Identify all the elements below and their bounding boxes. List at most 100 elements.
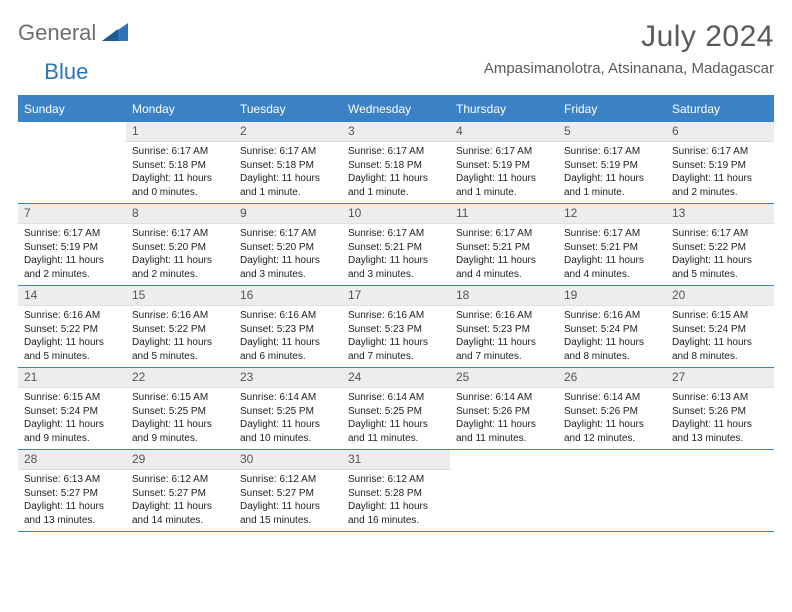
day-details: Sunrise: 6:17 AMSunset: 5:18 PMDaylight:… (234, 142, 342, 203)
daylight-line: Daylight: 11 hours and 9 minutes. (24, 418, 120, 445)
week-row: 28Sunrise: 6:13 AMSunset: 5:27 PMDayligh… (18, 450, 774, 532)
sunrise-line: Sunrise: 6:16 AM (456, 309, 552, 323)
week-row: 14Sunrise: 6:16 AMSunset: 5:22 PMDayligh… (18, 286, 774, 368)
day-details: Sunrise: 6:17 AMSunset: 5:19 PMDaylight:… (18, 224, 126, 285)
daylight-line: Daylight: 11 hours and 8 minutes. (672, 336, 768, 363)
day-cell: 21Sunrise: 6:15 AMSunset: 5:24 PMDayligh… (18, 368, 126, 449)
day-number: 15 (126, 286, 234, 306)
sunset-line: Sunset: 5:18 PM (240, 159, 336, 173)
day-details: Sunrise: 6:17 AMSunset: 5:19 PMDaylight:… (450, 142, 558, 203)
day-number: 3 (342, 122, 450, 142)
day-details: Sunrise: 6:17 AMSunset: 5:22 PMDaylight:… (666, 224, 774, 285)
day-details: Sunrise: 6:17 AMSunset: 5:20 PMDaylight:… (126, 224, 234, 285)
day-details: Sunrise: 6:12 AMSunset: 5:28 PMDaylight:… (342, 470, 450, 531)
sunrise-line: Sunrise: 6:17 AM (564, 145, 660, 159)
sunset-line: Sunset: 5:23 PM (240, 323, 336, 337)
sunrise-line: Sunrise: 6:17 AM (456, 145, 552, 159)
daylight-line: Daylight: 11 hours and 2 minutes. (672, 172, 768, 199)
daylight-line: Daylight: 11 hours and 4 minutes. (564, 254, 660, 281)
sunrise-line: Sunrise: 6:16 AM (132, 309, 228, 323)
daylight-line: Daylight: 11 hours and 12 minutes. (564, 418, 660, 445)
sunrise-line: Sunrise: 6:13 AM (672, 391, 768, 405)
day-number: 6 (666, 122, 774, 142)
daylight-line: Daylight: 11 hours and 2 minutes. (132, 254, 228, 281)
sunset-line: Sunset: 5:19 PM (456, 159, 552, 173)
day-details: Sunrise: 6:17 AMSunset: 5:21 PMDaylight:… (558, 224, 666, 285)
day-number: 9 (234, 204, 342, 224)
daylight-line: Daylight: 11 hours and 7 minutes. (456, 336, 552, 363)
day-details: Sunrise: 6:17 AMSunset: 5:18 PMDaylight:… (126, 142, 234, 203)
day-details: Sunrise: 6:16 AMSunset: 5:23 PMDaylight:… (342, 306, 450, 367)
day-cell: 31Sunrise: 6:12 AMSunset: 5:28 PMDayligh… (342, 450, 450, 531)
day-cell (18, 122, 126, 203)
sunrise-line: Sunrise: 6:15 AM (672, 309, 768, 323)
daylight-line: Daylight: 11 hours and 11 minutes. (348, 418, 444, 445)
daylight-line: Daylight: 11 hours and 0 minutes. (132, 172, 228, 199)
day-number: 14 (18, 286, 126, 306)
day-number: 2 (234, 122, 342, 142)
sunrise-line: Sunrise: 6:14 AM (564, 391, 660, 405)
day-number: 16 (234, 286, 342, 306)
day-cell: 8Sunrise: 6:17 AMSunset: 5:20 PMDaylight… (126, 204, 234, 285)
daylight-line: Daylight: 11 hours and 8 minutes. (564, 336, 660, 363)
day-details: Sunrise: 6:17 AMSunset: 5:20 PMDaylight:… (234, 224, 342, 285)
sunrise-line: Sunrise: 6:12 AM (132, 473, 228, 487)
logo-text-general: General (18, 20, 96, 46)
sunrise-line: Sunrise: 6:16 AM (240, 309, 336, 323)
day-details: Sunrise: 6:14 AMSunset: 5:25 PMDaylight:… (234, 388, 342, 449)
sunset-line: Sunset: 5:21 PM (564, 241, 660, 255)
daylight-line: Daylight: 11 hours and 5 minutes. (24, 336, 120, 363)
daylight-line: Daylight: 11 hours and 5 minutes. (672, 254, 768, 281)
day-number: 31 (342, 450, 450, 470)
sunrise-line: Sunrise: 6:16 AM (348, 309, 444, 323)
sunrise-line: Sunrise: 6:14 AM (240, 391, 336, 405)
daylight-line: Daylight: 11 hours and 16 minutes. (348, 500, 444, 527)
sunset-line: Sunset: 5:19 PM (24, 241, 120, 255)
sunrise-line: Sunrise: 6:12 AM (348, 473, 444, 487)
day-number: 24 (342, 368, 450, 388)
day-details: Sunrise: 6:13 AMSunset: 5:26 PMDaylight:… (666, 388, 774, 449)
daylight-line: Daylight: 11 hours and 13 minutes. (24, 500, 120, 527)
day-cell: 27Sunrise: 6:13 AMSunset: 5:26 PMDayligh… (666, 368, 774, 449)
day-cell: 3Sunrise: 6:17 AMSunset: 5:18 PMDaylight… (342, 122, 450, 203)
day-cell: 22Sunrise: 6:15 AMSunset: 5:25 PMDayligh… (126, 368, 234, 449)
day-details: Sunrise: 6:15 AMSunset: 5:24 PMDaylight:… (18, 388, 126, 449)
day-cell: 12Sunrise: 6:17 AMSunset: 5:21 PMDayligh… (558, 204, 666, 285)
sunset-line: Sunset: 5:19 PM (672, 159, 768, 173)
daylight-line: Daylight: 11 hours and 3 minutes. (240, 254, 336, 281)
sunset-line: Sunset: 5:23 PM (456, 323, 552, 337)
sunrise-line: Sunrise: 6:17 AM (240, 227, 336, 241)
day-details: Sunrise: 6:17 AMSunset: 5:19 PMDaylight:… (666, 142, 774, 203)
sunset-line: Sunset: 5:18 PM (132, 159, 228, 173)
sunset-line: Sunset: 5:21 PM (348, 241, 444, 255)
sunset-line: Sunset: 5:20 PM (132, 241, 228, 255)
sunset-line: Sunset: 5:23 PM (348, 323, 444, 337)
daylight-line: Daylight: 11 hours and 1 minute. (240, 172, 336, 199)
daylight-line: Daylight: 11 hours and 15 minutes. (240, 500, 336, 527)
daylight-line: Daylight: 11 hours and 6 minutes. (240, 336, 336, 363)
day-cell: 6Sunrise: 6:17 AMSunset: 5:19 PMDaylight… (666, 122, 774, 203)
day-cell: 23Sunrise: 6:14 AMSunset: 5:25 PMDayligh… (234, 368, 342, 449)
sunset-line: Sunset: 5:24 PM (24, 405, 120, 419)
sunset-line: Sunset: 5:26 PM (672, 405, 768, 419)
day-number: 27 (666, 368, 774, 388)
daylight-line: Daylight: 11 hours and 1 minute. (456, 172, 552, 199)
daylight-line: Daylight: 11 hours and 3 minutes. (348, 254, 444, 281)
sunset-line: Sunset: 5:18 PM (348, 159, 444, 173)
day-cell: 26Sunrise: 6:14 AMSunset: 5:26 PMDayligh… (558, 368, 666, 449)
day-cell: 28Sunrise: 6:13 AMSunset: 5:27 PMDayligh… (18, 450, 126, 531)
sunset-line: Sunset: 5:22 PM (672, 241, 768, 255)
sunset-line: Sunset: 5:22 PM (132, 323, 228, 337)
day-number: 7 (18, 204, 126, 224)
week-row: 1Sunrise: 6:17 AMSunset: 5:18 PMDaylight… (18, 122, 774, 204)
day-details: Sunrise: 6:13 AMSunset: 5:27 PMDaylight:… (18, 470, 126, 531)
day-cell (558, 450, 666, 531)
day-details: Sunrise: 6:12 AMSunset: 5:27 PMDaylight:… (234, 470, 342, 531)
day-details: Sunrise: 6:17 AMSunset: 5:21 PMDaylight:… (342, 224, 450, 285)
sunset-line: Sunset: 5:27 PM (24, 487, 120, 501)
day-details: Sunrise: 6:17 AMSunset: 5:21 PMDaylight:… (450, 224, 558, 285)
day-details: Sunrise: 6:16 AMSunset: 5:22 PMDaylight:… (18, 306, 126, 367)
day-details: Sunrise: 6:17 AMSunset: 5:19 PMDaylight:… (558, 142, 666, 203)
day-cell: 10Sunrise: 6:17 AMSunset: 5:21 PMDayligh… (342, 204, 450, 285)
day-details: Sunrise: 6:15 AMSunset: 5:25 PMDaylight:… (126, 388, 234, 449)
